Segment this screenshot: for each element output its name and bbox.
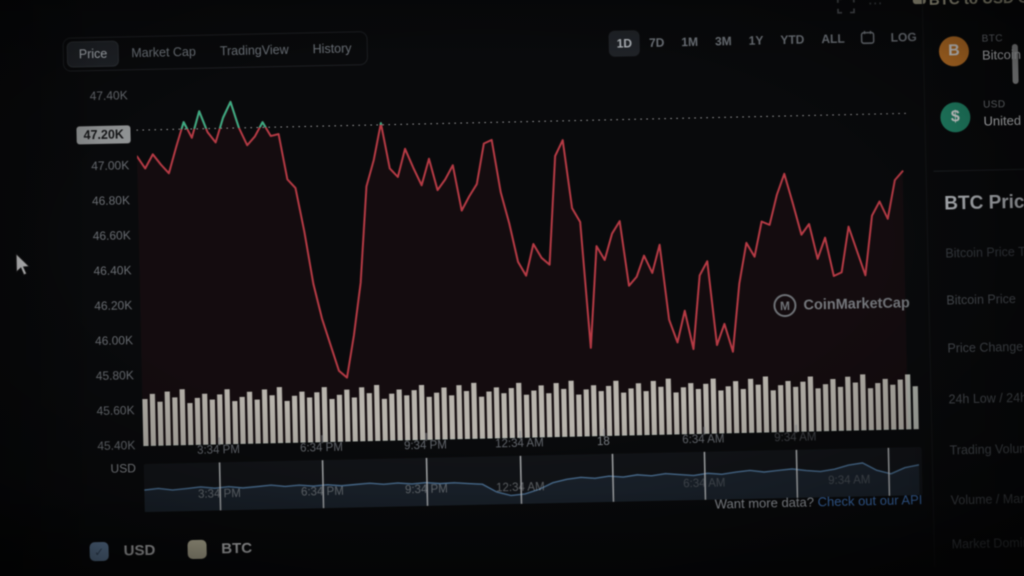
stats-row: Bitcoin Price (946, 292, 1016, 308)
tab-market-cap[interactable]: Market Cap (119, 39, 208, 67)
legend-usd-label: USD (123, 541, 156, 560)
chart-tabs: Price Market Cap TradingView History (62, 31, 368, 72)
x-axis-label: 12:34 AM (494, 437, 544, 451)
stats-row: Trading Volume (949, 441, 1024, 458)
sidebar: BTC to USD Calculator B BTC Bitcoin $ US… (924, 0, 1024, 567)
usd-checkbox[interactable]: ✓ (89, 541, 109, 562)
x-axis-label: 9:34 AM (774, 431, 817, 445)
navigator-label: 9:34 AM (828, 474, 871, 488)
fullscreen-icon[interactable] (836, 0, 855, 19)
coinmarketcap-logo-icon: M (773, 293, 797, 318)
navigator-label: 12:34 AM (495, 481, 545, 495)
mouse-cursor (15, 252, 34, 282)
y-axis-label: 47.00K (91, 158, 130, 174)
range-1d[interactable]: 1D (608, 30, 641, 57)
coin-ticker: USD (983, 99, 1006, 111)
x-axis-label: 6:34 PM (299, 441, 343, 455)
x-axis-label: 3:34 PM (196, 443, 241, 457)
y-axis-unit: USD (110, 461, 136, 476)
y-axis-label: 46.60K (92, 228, 131, 244)
y-axis-label: 45.80K (95, 368, 134, 384)
range-ytd[interactable]: YTD (772, 26, 813, 53)
coin-ticker: BTC (981, 33, 1004, 45)
range-1m[interactable]: 1M (673, 29, 706, 56)
x-axis-label: 6:34 AM (682, 433, 725, 447)
promo-text: Want more data? (714, 494, 815, 512)
watermark-text: CoinMarketCap (803, 294, 910, 314)
usd-icon: $ (940, 101, 971, 133)
navigator-label: 3:34 PM (197, 487, 241, 501)
y-axis-label: 46.00K (94, 333, 134, 349)
bitcoin-icon: B (938, 35, 970, 67)
stats-heading: BTC Price Statistics (944, 190, 1024, 215)
sidebar-divider (933, 166, 1024, 172)
y-axis-label: 45.40K (97, 438, 136, 454)
range-all[interactable]: ALL (813, 26, 853, 53)
x-axis-label: 9:34 PM (403, 439, 447, 453)
coin-name[interactable]: United States Dollar (983, 111, 1024, 129)
x-axis-date-label: 18 (596, 435, 610, 449)
stats-row: Volume / Market Cap (950, 491, 1024, 508)
range-3m[interactable]: 3M (707, 28, 740, 55)
y-axis-label: 47.40K (89, 88, 128, 104)
y-axis-label: 46.20K (94, 298, 133, 314)
y-axis-label: 46.80K (91, 193, 131, 209)
stats-row: Price Change 24h (947, 339, 1024, 356)
tab-history[interactable]: History (300, 35, 363, 62)
legend-usd[interactable]: ✓ USD (89, 541, 156, 562)
coin-name[interactable]: Bitcoin (981, 46, 1022, 63)
log-toggle[interactable]: LOG (882, 24, 925, 51)
stats-row: 24h Low / 24h High (948, 390, 1024, 407)
converter-title: BTC to USD Calculator (929, 0, 1024, 9)
legend-btc-label: BTC (221, 539, 253, 558)
calendar-button[interactable] (853, 25, 882, 51)
legend-btc[interactable]: BTC (187, 539, 253, 560)
api-link[interactable]: Check out our API (817, 492, 923, 510)
tab-price[interactable]: Price (66, 40, 120, 68)
calendar-icon (860, 30, 875, 44)
navigator-label: 6:34 PM (300, 485, 344, 499)
current-price-badge: 47.20K (76, 125, 132, 145)
navigator-label: 9:34 PM (404, 483, 448, 497)
y-axis-label: 45.60K (96, 403, 135, 419)
stats-row: Market Dominance (951, 535, 1024, 552)
range-7d[interactable]: 7D (641, 29, 673, 56)
more-options-icon[interactable]: ⋯ (867, 0, 884, 13)
btc-checkbox[interactable] (187, 539, 207, 560)
range-1y[interactable]: 1Y (740, 27, 771, 54)
series-legend: ✓ USD BTC (89, 539, 252, 562)
range-switcher: 1D 7D 1M 3M 1Y YTD ALL LOG (608, 22, 925, 59)
navigator-label: 6:34 AM (683, 477, 726, 491)
api-promo: Want more data? Check out our API (715, 492, 923, 512)
y-axis-label: 46.40K (93, 263, 132, 279)
tab-tradingview[interactable]: TradingView (208, 37, 301, 65)
coinmarketcap-watermark: M CoinMarketCap (773, 291, 910, 318)
price-chart-svg[interactable] (136, 71, 922, 450)
stats-row: Bitcoin Price Today (945, 244, 1024, 261)
